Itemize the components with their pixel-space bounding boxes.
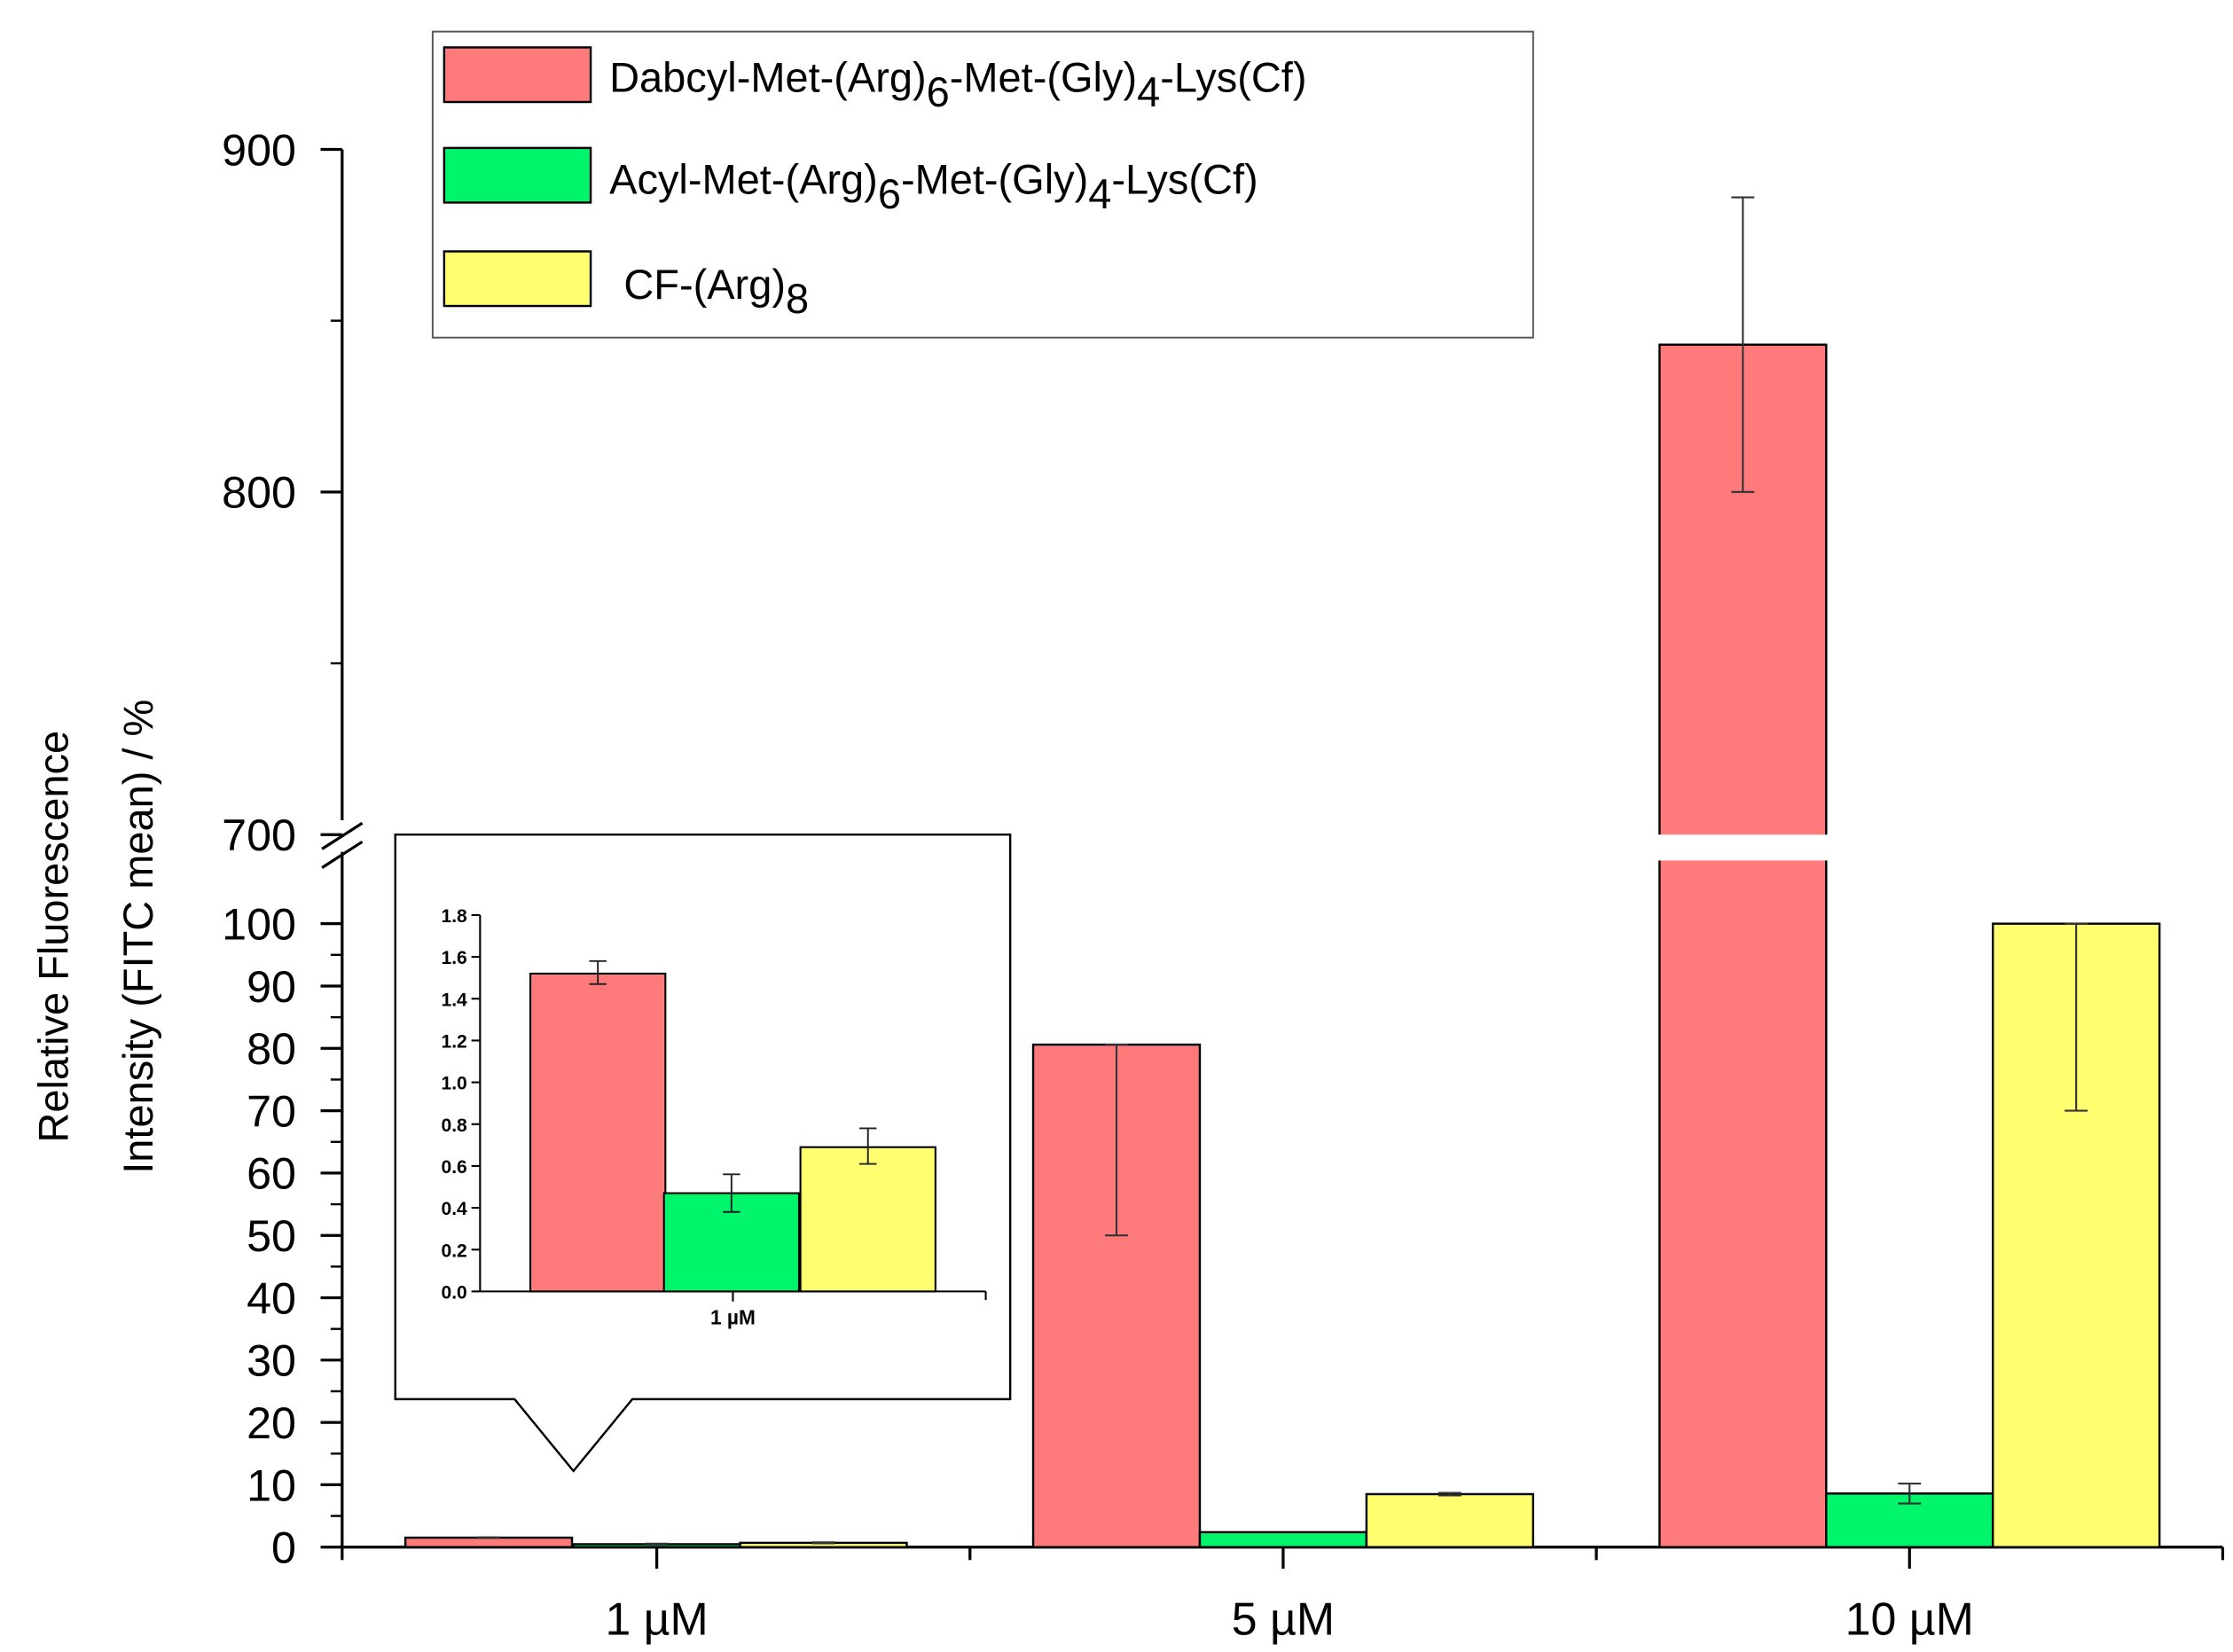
inset-y-tick-label: 1.2: [441, 1032, 466, 1053]
bar-dabcyl-2: [1658, 343, 1828, 1548]
y-tick-label: 50: [247, 1211, 296, 1261]
inset-y-tick-label: 0.0: [441, 1282, 466, 1303]
y-tick-label: 900: [222, 125, 296, 175]
y-tick-label: 30: [247, 1336, 296, 1386]
inset-plot: 1 µM 0.0 0.2 0.4 0.6 0.8 1.0 1.2 1.4 1.6 1.8: [441, 906, 987, 1329]
legend-box: [431, 30, 1534, 339]
x-tick-label: 5 µM: [1232, 1593, 1335, 1645]
y-tick-label: 60: [247, 1149, 296, 1199]
y-tick-label: 700: [222, 810, 296, 860]
legend-swatch-acyl: [443, 146, 592, 204]
inset-y-tick-label: 0.4: [441, 1199, 467, 1219]
inset-y-tick-label: 0.6: [441, 1157, 466, 1178]
main-plot: 1 µM 5 µM 10 µM 0 10 20 30 40 50 60 70 80 90 100 700 80…: [222, 125, 2225, 1645]
bar-cf-arg8-1: [1365, 1492, 1535, 1548]
y-tick-label: 90: [247, 962, 296, 1012]
x-tick-label: 10 µM: [1845, 1593, 1974, 1645]
inset-y-tick-label: 1.4: [441, 990, 467, 1010]
bar-dabcyl-0: [404, 1536, 574, 1548]
y-tick-label: 100: [222, 899, 296, 949]
legend: Dabcyl-Met-(Arg)6-Met-(Gly)4-Lys(Cf) Acy…: [431, 30, 1534, 339]
y-axis-title-line1: Relative Fluorescence: [29, 731, 76, 1143]
y-tick-label: 20: [247, 1398, 296, 1448]
legend-swatch-cf-arg8: [443, 250, 592, 308]
inset-y-tick-label: 0.2: [441, 1241, 466, 1261]
inset-y-tick-label: 1.0: [441, 1074, 466, 1094]
inset: 1 µM 0.0 0.2 0.4 0.6 0.8 1.0 1.2 1.4 1.6 1.8: [394, 834, 1012, 1473]
y-tick-label: 40: [247, 1273, 296, 1323]
legend-swatch-dabcyl: [443, 46, 592, 104]
inset-y-tick-label: 1.8: [441, 906, 467, 927]
y-tick-label: 80: [247, 1024, 296, 1074]
inset-bar-cf-arg8: [799, 1146, 936, 1293]
y-tick-label: 70: [247, 1086, 296, 1136]
bar-acyl-1: [1198, 1531, 1368, 1548]
inset-x-tick-label: 1 µM: [710, 1306, 756, 1329]
bar-break-gap: [1657, 834, 1829, 861]
x-tick-label: 1 µM: [605, 1593, 708, 1645]
y-axis-title-line2: Intensity (FITC mean) / %: [114, 700, 161, 1174]
inset-y-tick-label: 0.8: [441, 1116, 467, 1136]
inset-y-tick-label: 1.6: [441, 948, 466, 968]
legend-label-cf-arg8: CF-(Arg)8: [623, 261, 809, 322]
y-tick-label: 0: [271, 1523, 296, 1573]
y-tick-label: 800: [222, 468, 296, 518]
y-axis-break-mark-lower: [321, 840, 364, 869]
y-tick-label: 10: [247, 1460, 296, 1510]
legend-label-dabcyl: Dabcyl-Met-(Arg)6-Met-(Gly)4-Lys(Cf): [609, 54, 1306, 115]
legend-label-acyl: Acyl-Met-(Arg)6-Met-(Gly)4-Lys(Cf): [609, 156, 1258, 217]
inset-bar-dabcyl: [529, 972, 667, 1293]
